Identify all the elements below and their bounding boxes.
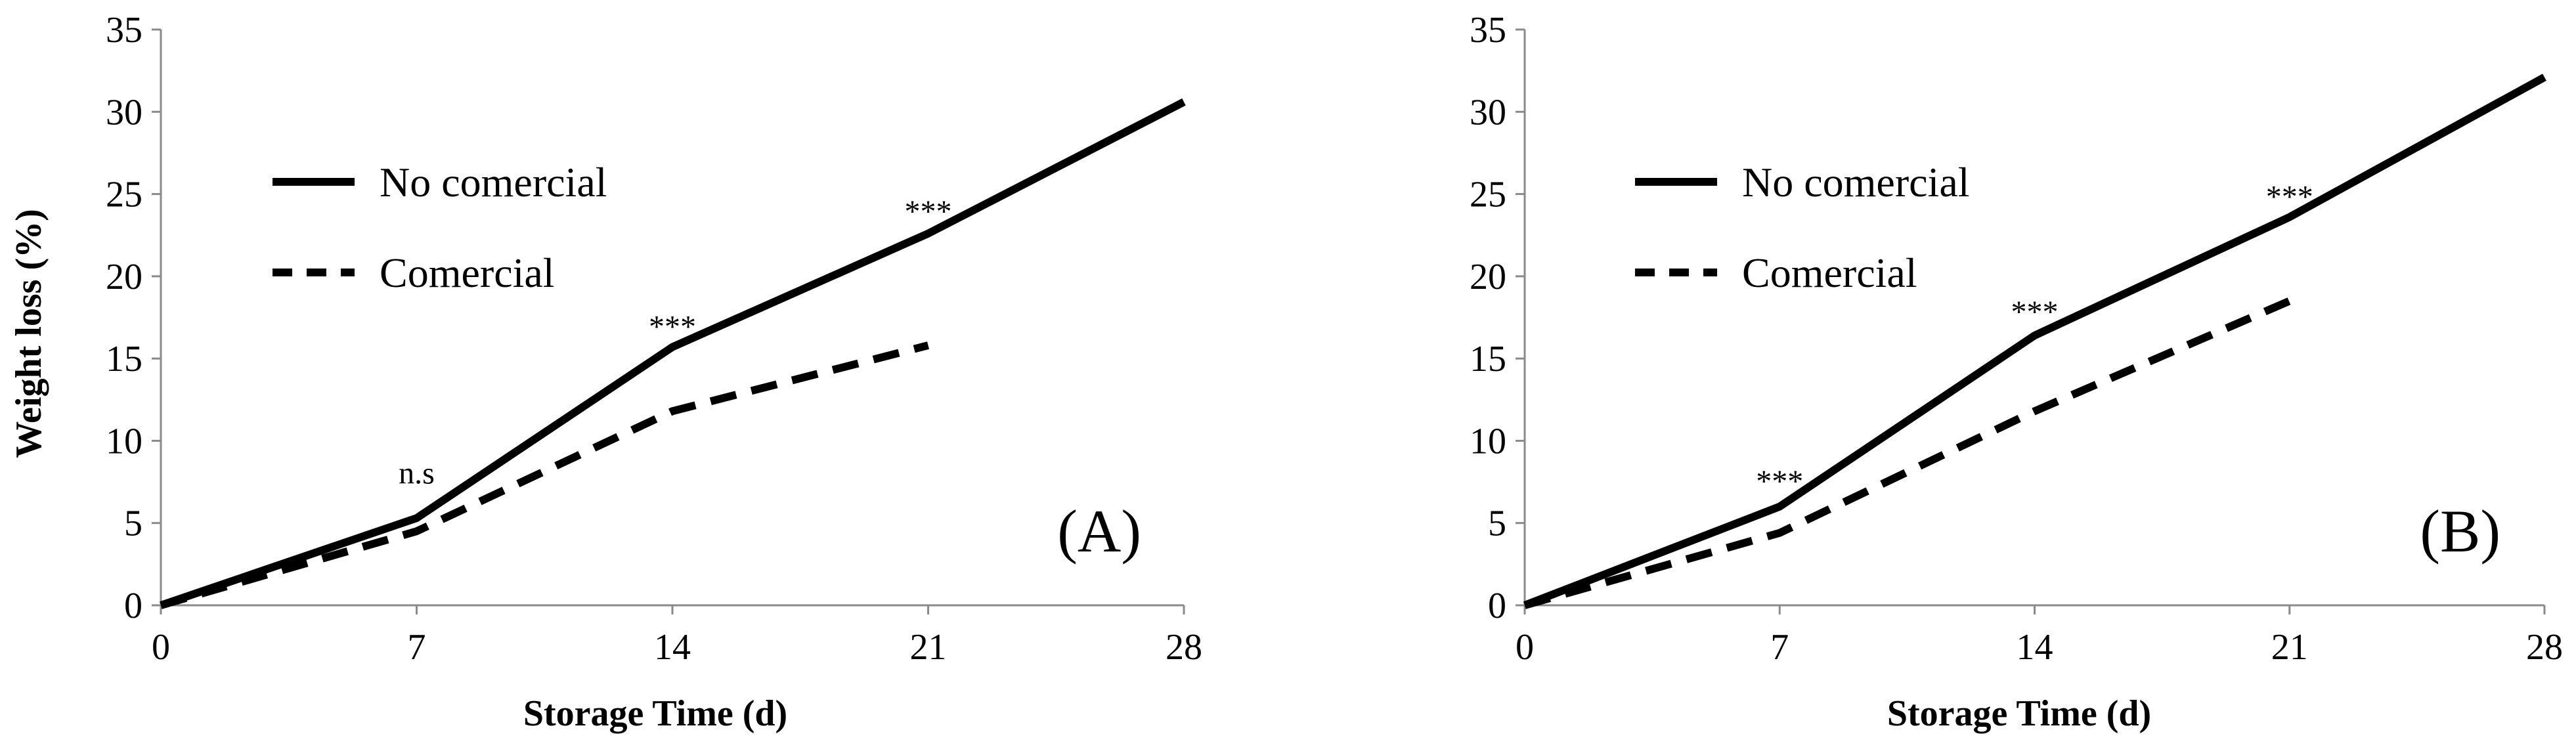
- significance-label: ***: [905, 194, 952, 229]
- y-tick-label: 20: [1470, 257, 1506, 297]
- x-tick-label: 14: [2017, 627, 2053, 668]
- x-tick-label: 28: [2526, 627, 2563, 668]
- legend-label: No comercial: [380, 159, 607, 205]
- x-tick-label: 28: [1166, 627, 1202, 668]
- panel-label: (A): [1057, 498, 1141, 565]
- y-tick-label: 25: [1470, 175, 1506, 215]
- series-line-comercial: [160, 341, 929, 609]
- y-tick-label: 15: [106, 339, 142, 379]
- y-tick-label: 5: [124, 504, 142, 544]
- y-tick-label: 10: [1470, 421, 1506, 462]
- x-tick-label: 0: [1516, 627, 1534, 668]
- chart-panel-b: 0 5 10 15 20 25 30 35 0 7 14 21 28 Storage Time (d) No…: [1470, 10, 2563, 734]
- y-tick-label: 0: [1488, 586, 1506, 626]
- series-line-comercial: [1523, 297, 2292, 609]
- legend-label: Comercial: [380, 249, 555, 296]
- significance-label: ***: [2266, 180, 2313, 215]
- y-tick-label: 35: [1470, 10, 1506, 51]
- significance-label: ***: [1756, 464, 1803, 499]
- legend-label: No comercial: [1742, 159, 1970, 205]
- x-tick-label: 0: [152, 627, 170, 668]
- x-tick-label: 7: [408, 627, 426, 668]
- y-tick-label: 30: [106, 92, 142, 133]
- y-axis-title: Weight loss (%): [9, 209, 49, 458]
- x-axis-title: Storage Time (d): [523, 693, 787, 734]
- panel-label: (B): [2420, 498, 2500, 565]
- chart-panel-a: 0 5 10 15 20 25 30 35 0 7 14 21 28 Storage Time (d) No…: [106, 10, 1202, 734]
- y-tick-label: 0: [124, 586, 142, 626]
- significance-label: ***: [2011, 295, 2059, 330]
- y-tick-label: 35: [106, 10, 142, 51]
- series-line-no-comercial: [1523, 74, 2546, 609]
- x-tick-label: 21: [910, 627, 947, 668]
- y-tick-label: 20: [106, 257, 142, 297]
- y-tick-label: 30: [1470, 92, 1506, 133]
- y-tick-label: 15: [1470, 339, 1506, 379]
- x-axis-title: Storage Time (d): [1887, 693, 2151, 734]
- x-tick-label: 21: [2271, 627, 2308, 668]
- y-tick-label: 25: [106, 175, 142, 215]
- significance-label: ***: [649, 310, 696, 345]
- x-tick-label: 14: [654, 627, 691, 668]
- y-tick-label: 5: [1488, 504, 1506, 544]
- x-tick-label: 7: [1770, 627, 1789, 668]
- legend-label: Comercial: [1742, 249, 1917, 296]
- series-line-no-comercial: [160, 98, 1186, 609]
- y-tick-label: 10: [106, 421, 142, 462]
- significance-label: n.s: [399, 456, 435, 491]
